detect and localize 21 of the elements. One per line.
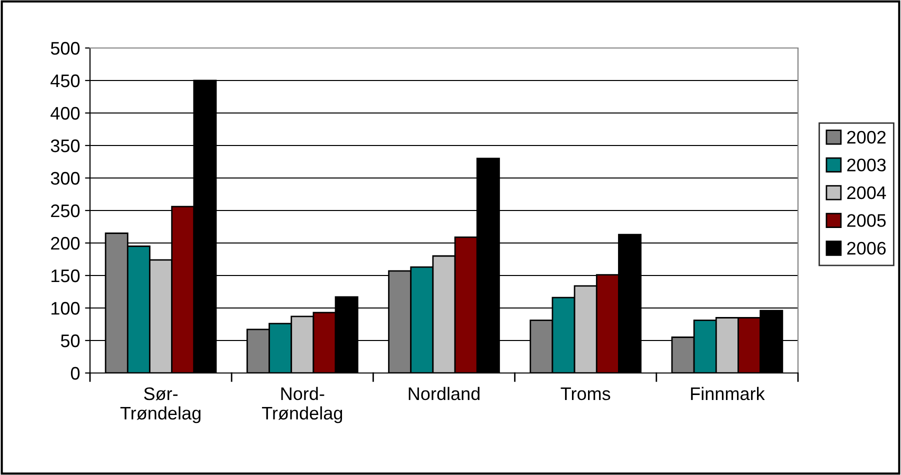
y-tick-label: 300	[50, 172, 80, 185]
legend-label: 2003	[847, 158, 886, 172]
y-tick-label: 100	[52, 302, 80, 315]
y-tick-label: 0	[70, 366, 80, 380]
legend-label: 2004	[847, 186, 886, 200]
x-tick-label: Troms	[560, 388, 610, 400]
legend-label: 2005	[847, 214, 886, 227]
x-tick-label: Nord- Trøndelag	[262, 386, 342, 424]
y-tick-label: 250	[51, 204, 80, 218]
legend-label: 2006	[847, 242, 886, 255]
legend-label: 2002	[847, 130, 886, 144]
y-tick-label: 450	[50, 74, 80, 88]
y-tick-label: 200	[51, 236, 80, 250]
x-tick-label: Sør- Trøndelag	[120, 387, 200, 424]
y-tick-label: 350	[50, 139, 80, 152]
y-tick-label: 50	[60, 334, 80, 348]
x-tick-label: Nordland	[408, 386, 480, 400]
y-tick-label: 150	[52, 269, 80, 282]
y-tick-label: 500	[50, 42, 80, 55]
y-tick-label: 400	[50, 106, 80, 120]
x-tick-label: Finnmark	[691, 386, 765, 400]
